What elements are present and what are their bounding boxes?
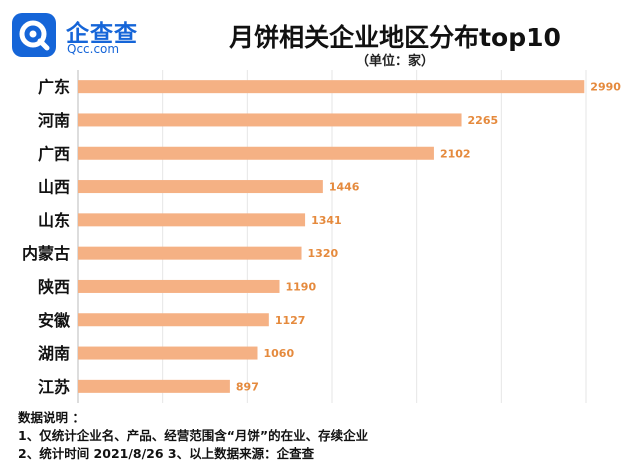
chart-subtitle: （单位：家） <box>355 54 434 69</box>
notes-heading: 数据说明 ： <box>18 410 85 425</box>
category-label: 山东 <box>38 211 70 230</box>
brand-logo: 企查查 Qcc.com <box>12 13 152 59</box>
bar <box>78 113 462 127</box>
category-label: 山西 <box>38 178 70 197</box>
bar <box>78 213 306 227</box>
value-label: 1060 <box>263 347 294 360</box>
value-label: 1127 <box>275 314 306 327</box>
bar <box>78 313 269 327</box>
category-label: 广东 <box>38 78 70 97</box>
bar <box>78 279 280 293</box>
bar <box>78 180 323 194</box>
value-label: 2265 <box>468 114 499 127</box>
value-label: 2102 <box>440 147 471 160</box>
qcc-logo-icon <box>12 13 56 57</box>
brand-name: 企查查 <box>66 21 138 47</box>
bar <box>78 146 434 160</box>
data-notes: 数据说明 ： 1、仅统计企业名、产品、经营范围含“月饼”的在业、存续企业 2、统… <box>18 409 368 463</box>
category-label: 内蒙古 <box>22 244 70 263</box>
category-label: 湖南 <box>38 344 70 363</box>
value-label: 1190 <box>286 280 317 293</box>
notes-line-1: 1、仅统计企业名、产品、经营范围含“月饼”的在业、存续企业 <box>18 428 369 443</box>
notes-line-2: 2、统计时间 2021/8/26 3、以上数据来源：企查查 <box>18 446 315 461</box>
value-label: 897 <box>236 380 259 393</box>
brand-domain: Qcc.com <box>67 42 120 56</box>
category-label: 河南 <box>38 111 70 130</box>
category-label: 陕西 <box>38 277 70 296</box>
chart-title: 月饼相关企业地区分布top10 <box>229 23 561 52</box>
bar <box>78 80 585 94</box>
category-label: 安徽 <box>38 311 71 330</box>
value-label: 1341 <box>311 214 342 227</box>
value-label: 2990 <box>590 81 621 94</box>
category-label: 广西 <box>38 144 70 163</box>
bar <box>78 379 230 393</box>
value-label: 1446 <box>329 181 360 194</box>
value-label: 1320 <box>308 247 339 260</box>
bar <box>78 246 302 260</box>
bar <box>78 346 258 360</box>
category-label: 江苏 <box>38 377 70 396</box>
